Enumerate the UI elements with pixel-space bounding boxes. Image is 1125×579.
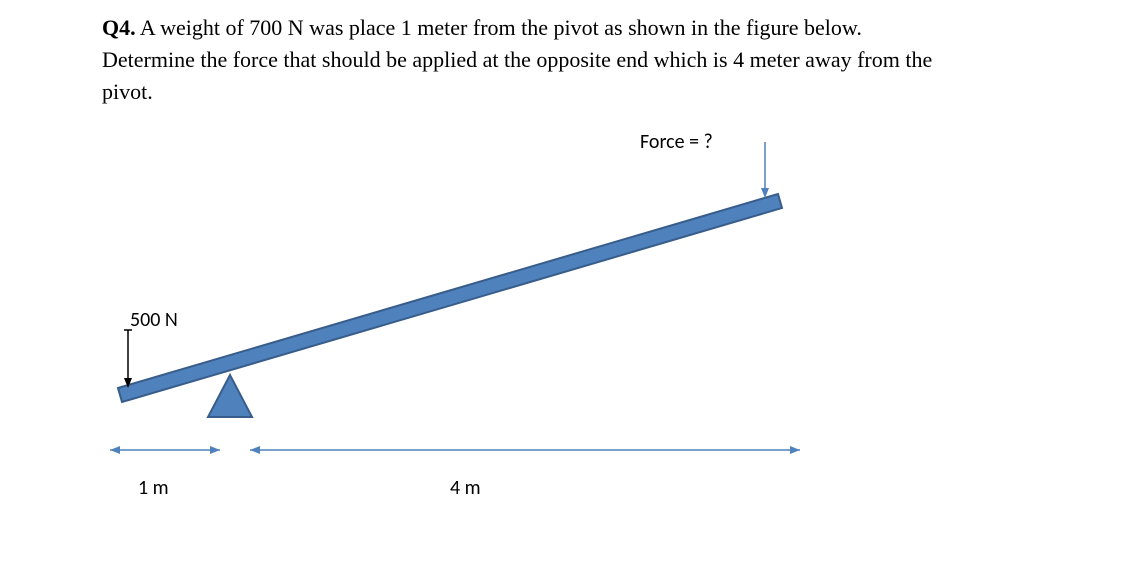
question-number: Q4. (102, 15, 136, 40)
weight-arrow (124, 330, 132, 388)
dim-arrow-right-out (790, 446, 800, 454)
pivot-triangle (208, 375, 252, 417)
beam (118, 194, 782, 402)
lever-diagram: Force = ? 500 N 1 m 4 m (100, 130, 930, 540)
question-line-3: pivot. (102, 79, 153, 104)
dim-arrow-left-in (210, 446, 220, 454)
force-arrow (761, 142, 769, 198)
force-label: Force = ? (640, 130, 713, 154)
question-line-2: Determine the force that should be appli… (102, 47, 932, 72)
dim-arrow-right-in (250, 446, 260, 454)
page: Q4. A weight of 700 N was place 1 meter … (0, 0, 1125, 579)
question-line-1: A weight of 700 N was place 1 meter from… (140, 15, 862, 40)
d2-label: 4 m (450, 476, 481, 500)
lever-svg (100, 130, 930, 540)
dim-arrow-left-out (110, 446, 120, 454)
dimension-lines (110, 446, 800, 454)
question-text: Q4. A weight of 700 N was place 1 meter … (102, 12, 1002, 108)
d1-label: 1 m (138, 476, 169, 500)
weight-label: 500 N (130, 308, 178, 332)
